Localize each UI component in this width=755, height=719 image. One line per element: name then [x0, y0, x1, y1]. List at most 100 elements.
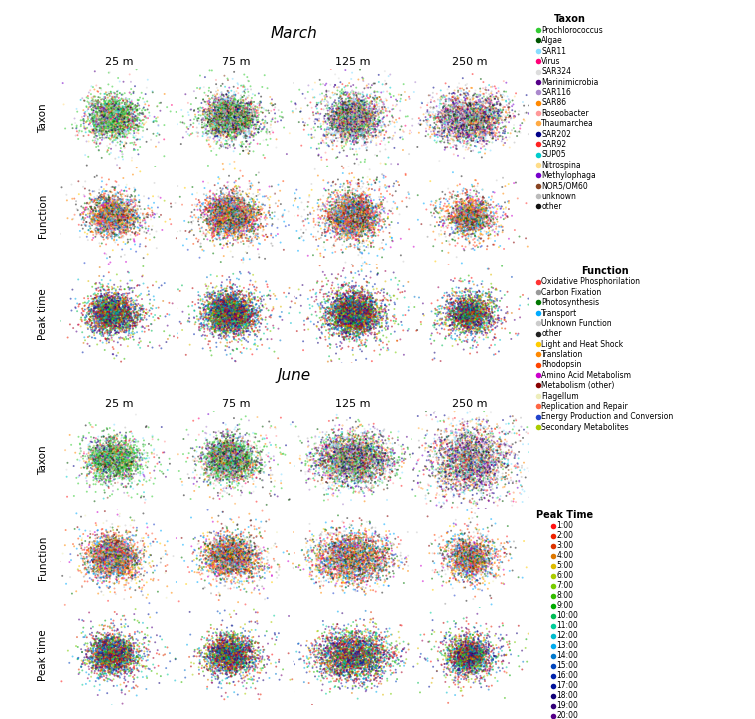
Point: [315, 576, 327, 587]
Point: [89, 548, 101, 559]
Point: [89, 662, 101, 674]
Point: [468, 224, 480, 236]
Point: [475, 89, 487, 101]
Point: [482, 119, 495, 131]
Point: [233, 456, 245, 467]
Point: [470, 107, 482, 119]
Point: [104, 114, 116, 125]
Point: [236, 549, 248, 561]
Point: [235, 311, 247, 322]
Point: [214, 303, 226, 315]
Point: [319, 210, 331, 221]
Point: [467, 543, 479, 554]
Point: [337, 438, 350, 449]
Point: [299, 458, 311, 470]
Point: [231, 549, 243, 561]
Point: [322, 642, 334, 654]
Point: [349, 215, 361, 226]
Point: [219, 95, 231, 106]
Point: [187, 117, 199, 129]
Point: [109, 547, 121, 559]
Point: [113, 311, 125, 323]
Point: [362, 449, 374, 460]
Point: [485, 81, 497, 93]
Point: [117, 300, 129, 311]
Point: [461, 546, 473, 557]
Point: [483, 93, 495, 105]
Point: [213, 285, 225, 296]
Point: [208, 549, 220, 560]
Point: [228, 195, 240, 206]
Point: [455, 464, 467, 475]
Point: [459, 116, 471, 127]
Point: [120, 224, 132, 236]
Point: [208, 104, 220, 116]
Point: [122, 303, 134, 315]
Point: [464, 307, 476, 319]
Point: [210, 112, 222, 124]
Point: [334, 646, 346, 657]
Point: [106, 462, 118, 473]
Point: [467, 555, 479, 567]
Point: [356, 101, 368, 113]
Point: [96, 301, 108, 313]
Point: [226, 307, 238, 319]
Point: [343, 213, 355, 224]
Point: [488, 331, 501, 343]
Point: [226, 225, 238, 237]
Point: [453, 651, 465, 662]
Point: [243, 210, 255, 221]
Point: [234, 655, 246, 667]
Point: [221, 470, 233, 481]
Point: [93, 641, 105, 653]
Point: [464, 546, 476, 558]
Point: [461, 645, 473, 656]
Point: [467, 652, 479, 664]
Point: [96, 635, 108, 646]
Point: [495, 456, 507, 467]
Point: [483, 191, 495, 203]
Point: [213, 287, 225, 298]
Point: [333, 559, 345, 570]
Point: [465, 116, 477, 128]
Point: [242, 446, 254, 458]
Point: [361, 564, 373, 576]
Point: [221, 306, 233, 317]
Point: [330, 210, 342, 221]
Point: [222, 542, 234, 554]
Point: [233, 659, 245, 670]
Point: [95, 643, 107, 654]
Point: [138, 538, 150, 549]
Point: [366, 131, 378, 142]
Point: [476, 99, 488, 110]
Point: [228, 657, 240, 669]
Point: [348, 459, 360, 470]
Point: [348, 462, 360, 473]
Point: [465, 308, 477, 320]
Point: [91, 656, 103, 668]
Point: [213, 301, 225, 313]
Point: [213, 654, 225, 665]
Point: [98, 448, 110, 459]
Point: [387, 477, 399, 489]
Point: [121, 223, 133, 234]
Point: [347, 109, 359, 121]
Point: [430, 411, 442, 423]
Point: [477, 313, 489, 325]
Point: [129, 114, 141, 126]
Point: [121, 220, 133, 232]
Point: [353, 658, 365, 669]
Point: [268, 451, 280, 462]
Point: [447, 104, 459, 115]
Point: [216, 427, 228, 439]
Point: [121, 222, 133, 234]
Point: [209, 115, 221, 127]
Point: [341, 570, 353, 582]
Point: [450, 443, 462, 454]
Point: [350, 211, 362, 223]
Point: [445, 94, 458, 106]
Point: [211, 545, 223, 557]
Point: [360, 458, 372, 470]
Point: [222, 325, 234, 336]
Point: [70, 198, 82, 210]
